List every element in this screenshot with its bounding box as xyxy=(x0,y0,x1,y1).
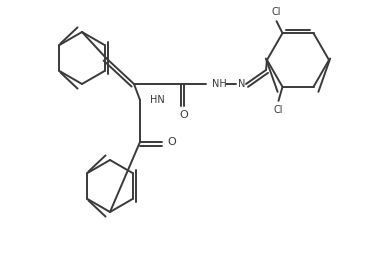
Text: Cl: Cl xyxy=(272,7,281,17)
Text: Cl: Cl xyxy=(274,105,283,115)
Text: HN: HN xyxy=(150,95,165,105)
Text: N: N xyxy=(238,79,245,89)
Text: O: O xyxy=(179,110,188,120)
Text: O: O xyxy=(168,137,176,147)
Text: NH: NH xyxy=(212,79,227,89)
